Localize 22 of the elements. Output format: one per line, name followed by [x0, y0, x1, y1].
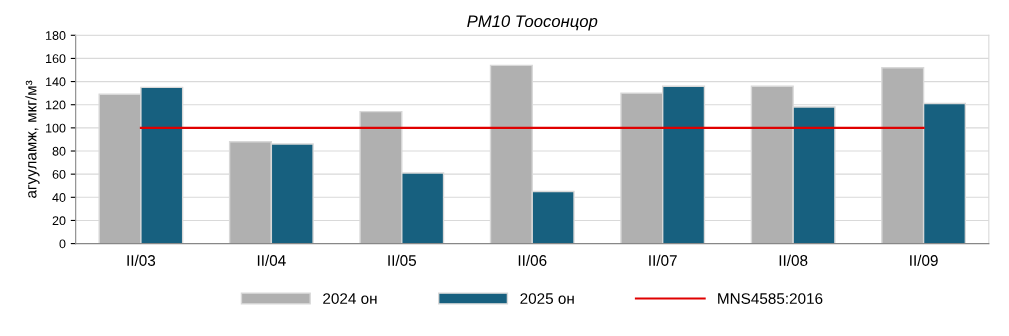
chart-title: PM10 Тоосонцор: [467, 15, 598, 31]
x-tick-label: II/05: [388, 254, 417, 266]
y-tick-label: 180: [46, 31, 66, 40]
y-axis-title: агууламж, мкг/м³: [25, 80, 40, 198]
y-tick-label: 20: [52, 216, 66, 226]
y-tick-label: 0: [59, 239, 66, 249]
legend-label: MNS4585:2016: [718, 293, 823, 304]
x-tick-label: II/08: [779, 254, 808, 266]
y-tick-label: 160: [46, 54, 66, 64]
y-tick-label: 40: [52, 193, 66, 202]
legend-label: 2024 он: [323, 293, 377, 304]
x-tick-label: II/04: [257, 254, 286, 266]
legend-label: 2025 он: [520, 293, 574, 304]
x-tick-label: II/06: [518, 254, 547, 266]
y-tick-label: 100: [46, 123, 66, 133]
x-tick-label: II/03: [127, 254, 156, 266]
x-tick-label: II/07: [649, 254, 677, 266]
y-tick-label: 140: [46, 77, 66, 87]
x-tick-label: II/09: [910, 254, 938, 266]
y-tick-label: 120: [46, 100, 66, 110]
y-tick-label: 60: [52, 169, 66, 179]
y-tick-label: 80: [52, 146, 66, 156]
